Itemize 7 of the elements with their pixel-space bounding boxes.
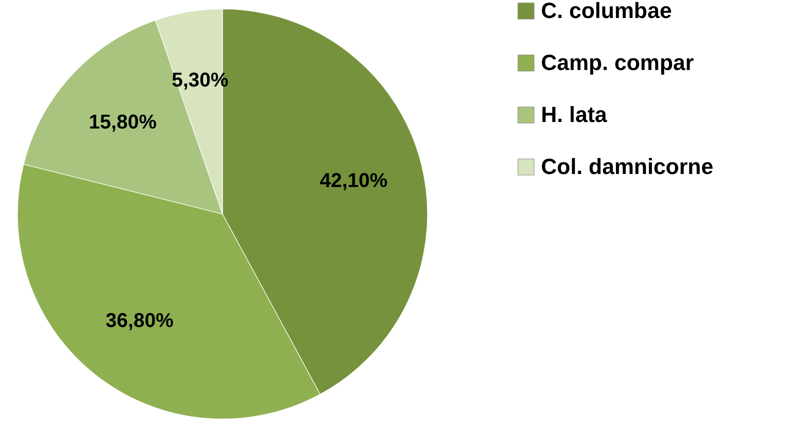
legend-label: Camp. compar (541, 50, 694, 75)
legend-label: Col. damnicorne (541, 154, 714, 179)
data-label: 36,80% (106, 310, 174, 332)
legend-label: C. columbae (541, 0, 672, 23)
data-label: 15,80% (88, 112, 157, 134)
legend-label: H. lata (541, 102, 608, 127)
data-label: 42,10% (320, 170, 388, 192)
